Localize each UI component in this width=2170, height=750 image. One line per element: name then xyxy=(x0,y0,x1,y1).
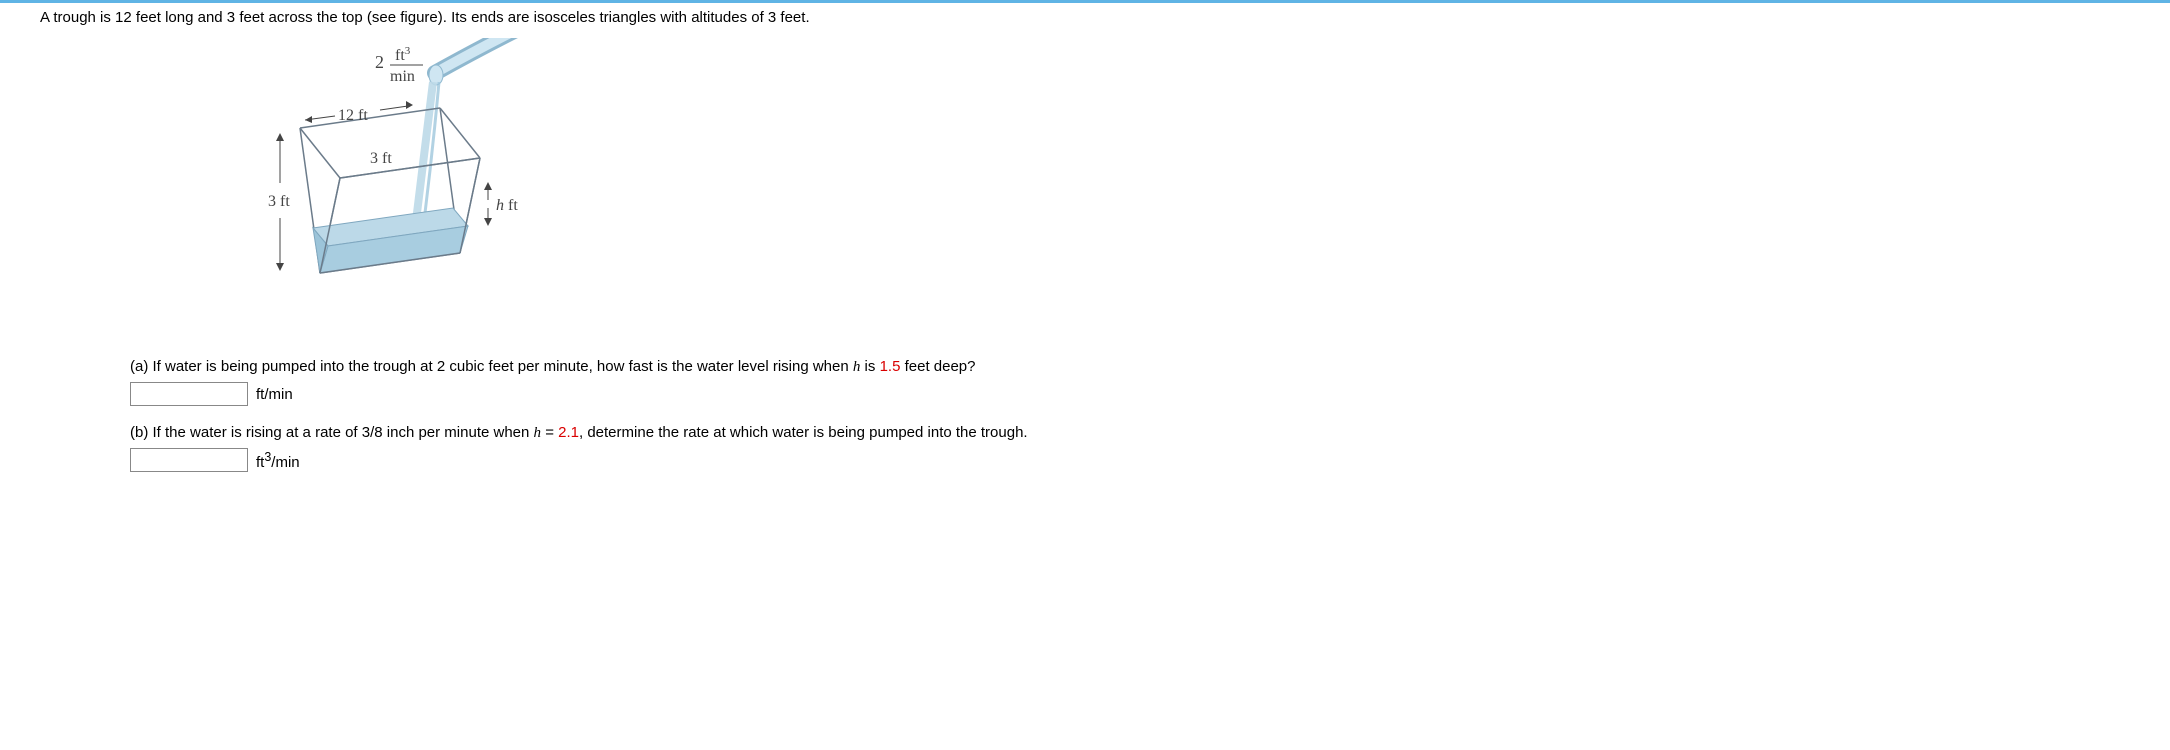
svg-text:12 ft: 12 ft xyxy=(338,107,368,124)
part-a-input[interactable] xyxy=(130,382,248,406)
pa-t1: (a) If water is being pumped into the tr… xyxy=(130,358,853,375)
part-a-text: (a) If water is being pumped into the tr… xyxy=(130,358,976,375)
h-ft-label: h ft xyxy=(484,182,518,226)
pb-h: h xyxy=(534,425,542,441)
length-12ft: 12 ft xyxy=(305,101,413,124)
part-b-unit: ft3/min xyxy=(256,450,300,471)
pb-t1: (b) If the water is rising at a rate of … xyxy=(130,424,534,441)
svg-text:3 ft: 3 ft xyxy=(268,193,290,210)
part-a-answer-row: ft/min xyxy=(130,382,2130,406)
height-3ft: 3 ft xyxy=(268,133,290,271)
trough-figure: 2 ft3 min xyxy=(240,38,2130,328)
part-a: (a) If water is being pumped into the tr… xyxy=(130,358,2130,406)
pa-t3: feet deep? xyxy=(900,358,975,375)
width-3ft: 3 ft xyxy=(370,150,392,167)
part-b: (b) If the water is rising at a rate of … xyxy=(130,424,2130,472)
pb-t2: , determine the rate at which water is b… xyxy=(579,424,1028,441)
part-b-input[interactable] xyxy=(130,448,248,472)
svg-text:h ft: h ft xyxy=(496,197,518,214)
pb-val: 2.1 xyxy=(558,424,579,441)
rate-den: min xyxy=(390,68,415,85)
problem-statement: A trough is 12 feet long and 3 feet acro… xyxy=(40,9,2130,26)
rate-num: ft3 xyxy=(395,45,411,64)
rate-2: 2 xyxy=(375,52,384,72)
problem-content: A trough is 12 feet long and 3 feet acro… xyxy=(0,3,2170,502)
part-b-text: (b) If the water is rising at a rate of … xyxy=(130,424,1028,441)
part-a-unit: ft/min xyxy=(256,386,293,403)
pa-t2: is xyxy=(860,358,879,375)
pb-unit-suffix: /min xyxy=(271,454,299,471)
pb-eq: = xyxy=(541,424,558,441)
pa-val: 1.5 xyxy=(880,358,901,375)
part-b-answer-row: ft3/min xyxy=(130,448,2130,472)
